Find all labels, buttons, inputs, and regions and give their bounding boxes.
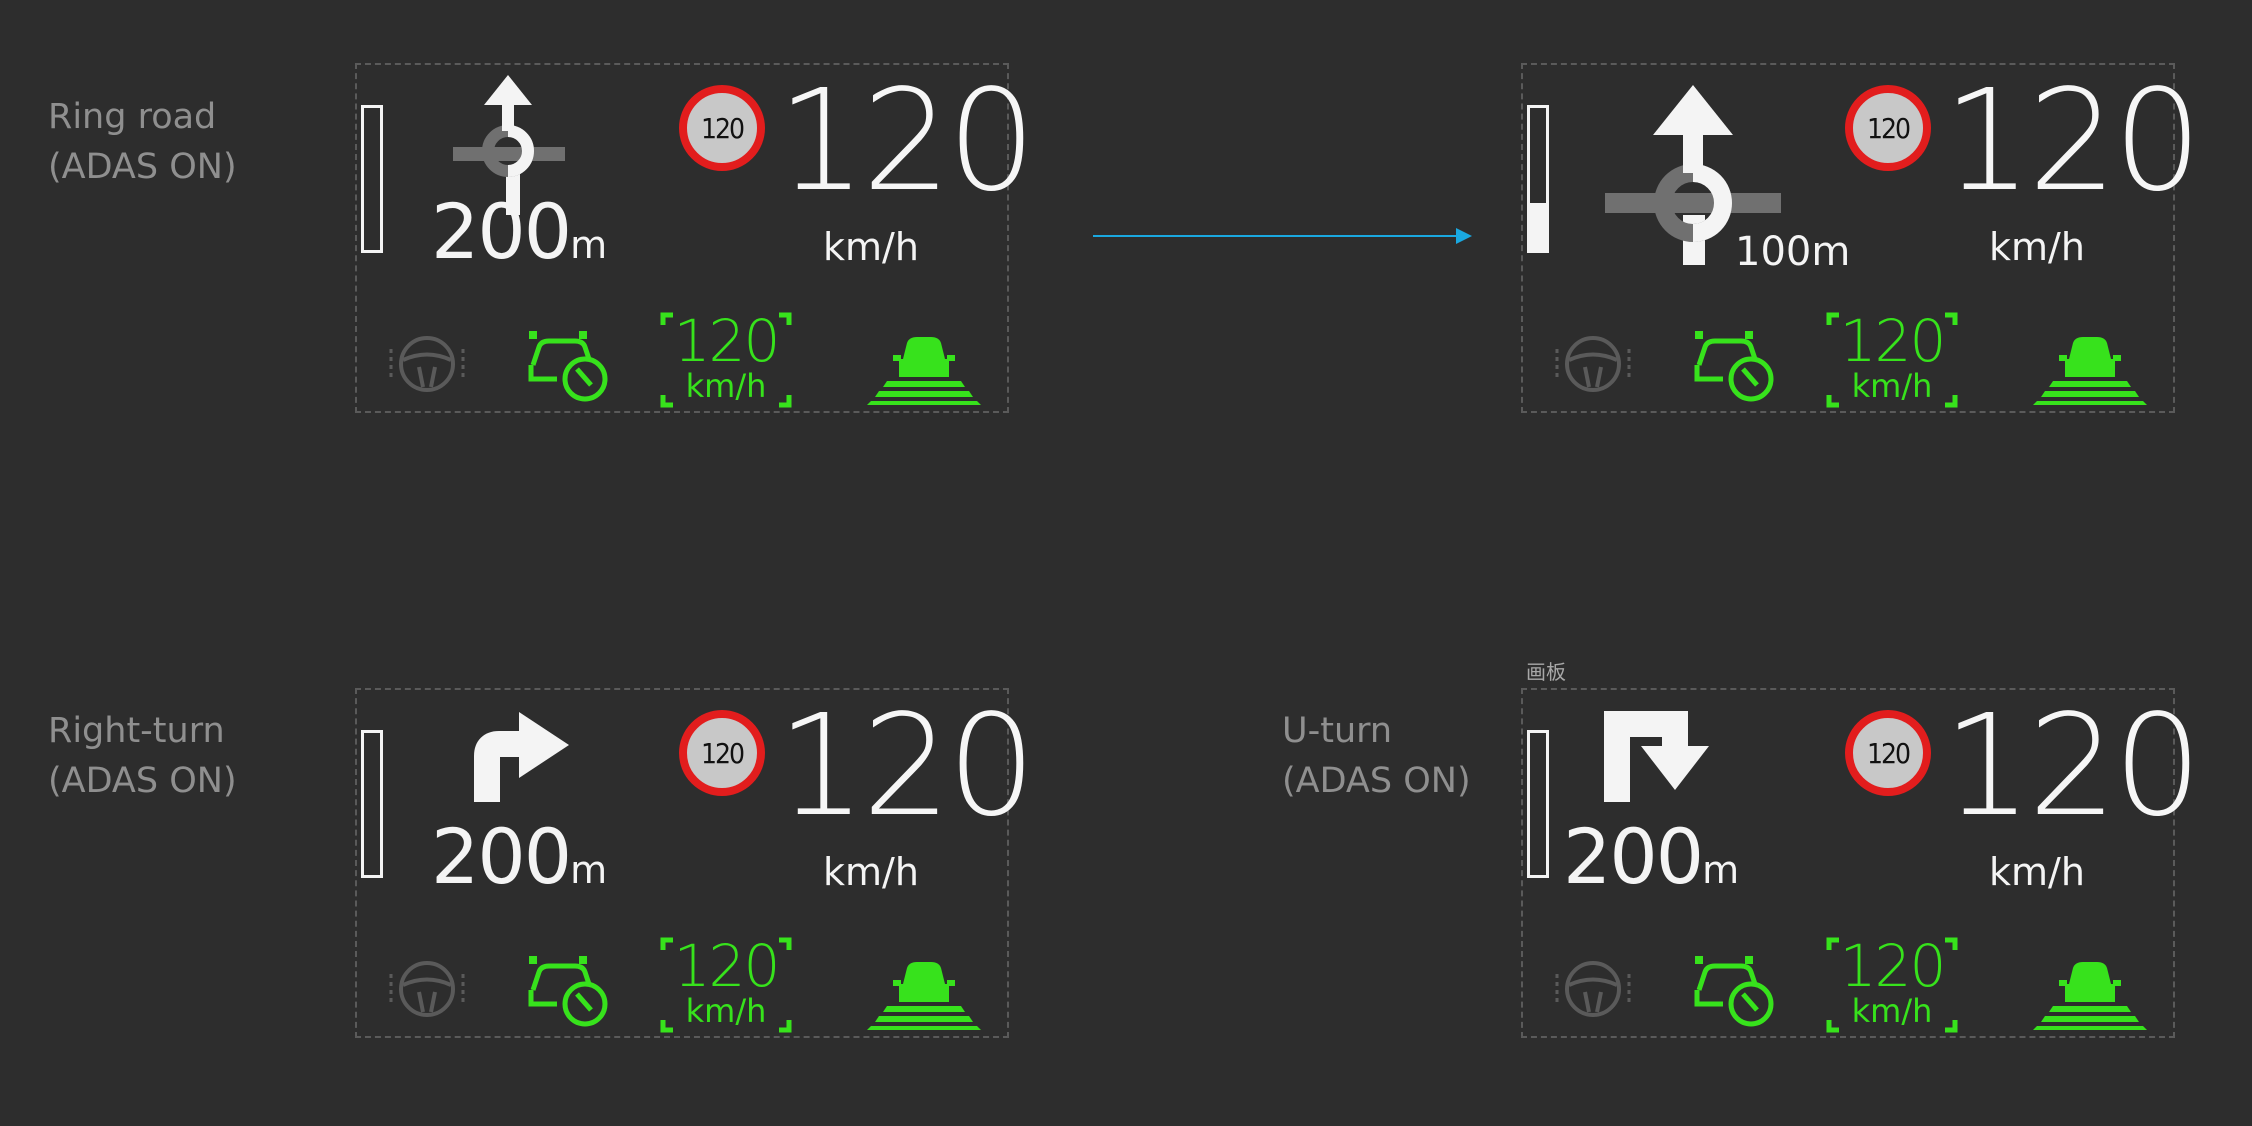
caption-ring-road: Ring road (ADAS ON) — [48, 97, 237, 187]
roundabout-straight-icon — [453, 75, 565, 215]
speed-limit-sign: 120 — [679, 710, 765, 796]
caption-u-turn: U-turn (ADAS ON) — [1282, 711, 1471, 801]
hud-panel-ring-road-100: 100m 120 120 km/h 120 km/h — [1521, 63, 2202, 413]
distance-readout: 200m — [1563, 812, 1740, 901]
speed-unit: km/h — [823, 850, 919, 894]
acc-set-speed: 120 km/h — [653, 936, 799, 1036]
speed-unit: km/h — [1989, 225, 2085, 269]
speed-unit: km/h — [823, 225, 919, 269]
adaptive-cruise-icon — [528, 331, 608, 402]
lane-keep-assist-icon — [867, 962, 981, 1030]
right-turn-arrow-icon — [474, 712, 569, 802]
caption-right-turn: Right-turn (ADAS ON) — [48, 711, 237, 801]
distance-readout: 200m — [431, 812, 608, 901]
adaptive-cruise-icon — [528, 956, 608, 1027]
lane-keep-assist-icon — [2033, 962, 2147, 1030]
current-speed: 120 — [1943, 685, 2202, 848]
steering-assist-icon — [1555, 336, 1631, 392]
steering-assist-icon — [1555, 961, 1631, 1017]
adas-status-row: 120 km/h — [357, 936, 1011, 1036]
u-turn-arrow-icon — [1604, 711, 1709, 802]
speed-limit-sign: 120 — [1845, 85, 1931, 171]
lane-keep-assist-icon — [867, 337, 981, 405]
speed-unit: km/h — [1989, 850, 2085, 894]
distance-readout: 200m — [431, 187, 608, 276]
speed-limit-sign: 120 — [679, 85, 765, 171]
steering-assist-icon — [389, 336, 465, 392]
distance-progress-bar — [1527, 730, 1549, 878]
distance-readout: 100m — [1735, 229, 1851, 275]
adaptive-cruise-icon — [1694, 331, 1774, 402]
steering-assist-icon — [389, 961, 465, 1017]
distance-progress-bar — [1527, 105, 1549, 253]
roundabout-straight-icon — [1605, 85, 1781, 265]
acc-set-speed: 120 km/h — [1819, 311, 1965, 411]
lane-keep-assist-icon — [2033, 337, 2147, 405]
acc-set-speed: 120 km/h — [653, 311, 799, 411]
adaptive-cruise-icon — [1694, 956, 1774, 1027]
adas-status-row: 120 km/h — [1523, 311, 2177, 411]
current-speed: 120 — [1943, 60, 2202, 223]
distance-progress-bar — [361, 730, 383, 878]
adas-status-row: 120 km/h — [357, 311, 1011, 411]
hud-panel-u-turn: 200m 120 120 km/h 120 km/h — [1521, 688, 2202, 1038]
speed-limit-sign: 120 — [1845, 710, 1931, 796]
acc-set-speed: 120 km/h — [1819, 936, 1965, 1036]
current-speed: 120 — [777, 685, 1036, 848]
distance-progress-bar — [361, 105, 383, 253]
frame-label: 画板 — [1526, 660, 1566, 684]
hud-panel-ring-road-200: 200m 120 120 km/h 120 km/h — [355, 63, 1036, 413]
adas-status-row: 120 km/h — [1523, 936, 2177, 1036]
current-speed: 120 — [777, 60, 1036, 223]
hud-panel-right-turn: 200m 120 120 km/h 120 km/h — [355, 688, 1036, 1038]
